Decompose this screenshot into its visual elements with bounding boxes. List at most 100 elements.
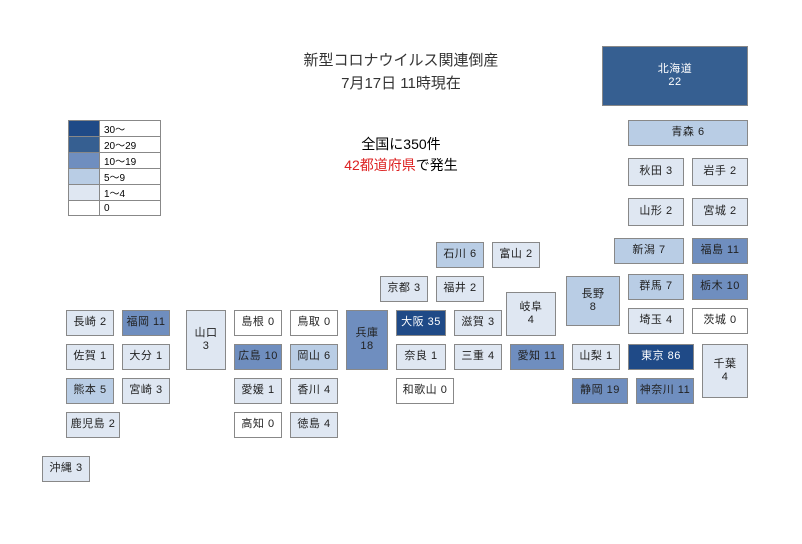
prefecture-label: 大阪 35 [401, 316, 441, 329]
prefecture-label: 富山 2 [499, 248, 532, 261]
prefecture-label: 山梨 1 [579, 350, 612, 363]
prefecture-label: 島根 0 [241, 316, 274, 329]
prefecture-cell: 岐阜4 [506, 292, 556, 336]
prefecture-label: 三重 4 [461, 350, 494, 363]
prefecture-cell: 栃木 10 [692, 274, 748, 300]
prefecture-label: 栃木 10 [700, 280, 740, 293]
prefecture-cell: 長野8 [566, 276, 620, 326]
prefecture-label: 福岡 11 [127, 316, 166, 329]
legend-swatch [69, 153, 100, 169]
prefecture-cell: 秋田 3 [628, 158, 684, 186]
prefecture-label: 岩手 2 [703, 165, 736, 178]
prefecture-cell: 岩手 2 [692, 158, 748, 186]
prefecture-label: 沖縄 3 [49, 462, 82, 475]
prefecture-label: 宮崎 3 [129, 384, 162, 397]
legend-label: 20～29 [100, 137, 161, 153]
prefecture-label: 熊本 5 [73, 384, 106, 397]
prefecture-label: 奈良 1 [404, 350, 437, 363]
prefecture-cell: 愛知 11 [510, 344, 564, 370]
prefecture-cell: 徳島 4 [290, 412, 338, 438]
prefecture-cell: 福井 2 [436, 276, 484, 302]
legend-swatch [69, 121, 100, 137]
prefecture-cell: 鹿児島 2 [66, 412, 120, 438]
prefecture-label: 福井 2 [443, 282, 476, 295]
prefecture-cell: 山形 2 [628, 198, 684, 226]
title-line1: 新型コロナウイルス関連倒産 [303, 52, 498, 69]
prefecture-cell: 兵庫18 [346, 310, 388, 370]
prefecture-label: 埼玉 4 [639, 314, 672, 327]
legend-label: 10～19 [100, 153, 161, 169]
prefecture-cell: 富山 2 [492, 242, 540, 268]
prefecture-label: 高知 0 [241, 418, 274, 431]
prefecture-label: 岐阜4 [520, 301, 543, 327]
prefecture-cell: 滋賀 3 [454, 310, 502, 336]
prefecture-cell: 群馬 7 [628, 274, 684, 300]
prefecture-label: 福島 11 [701, 244, 740, 257]
prefecture-cell: 佐賀 1 [66, 344, 114, 370]
prefecture-cell: 福岡 11 [122, 310, 170, 336]
prefecture-cell: 高知 0 [234, 412, 282, 438]
prefecture-label: 鹿児島 2 [71, 418, 116, 431]
prefecture-cell: 東京 86 [628, 344, 694, 370]
prefecture-cell: 宮城 2 [692, 198, 748, 226]
prefecture-label: 大分 1 [129, 350, 162, 363]
prefecture-cell: 三重 4 [454, 344, 502, 370]
prefecture-cell: 大分 1 [122, 344, 170, 370]
prefecture-cell: 沖縄 3 [42, 456, 90, 482]
prefecture-cell: 山梨 1 [572, 344, 620, 370]
prefecture-label: 秋田 3 [639, 165, 672, 178]
prefecture-label: 徳島 4 [297, 418, 330, 431]
prefecture-label: 長野8 [582, 288, 605, 314]
prefecture-cell: 広島 10 [234, 344, 282, 370]
prefecture-cell: 奈良 1 [396, 344, 446, 370]
prefecture-label: 京都 3 [387, 282, 420, 295]
prefecture-label: 群馬 7 [639, 280, 672, 293]
prefecture-label: 和歌山 0 [403, 384, 448, 397]
subtitle-black: で発生 [416, 157, 458, 173]
prefecture-cell: 新潟 7 [614, 238, 684, 264]
prefecture-label: 兵庫18 [356, 327, 379, 353]
subtitle-line1: 全国に350件 [361, 136, 440, 152]
prefecture-cell: 埼玉 4 [628, 308, 684, 334]
prefecture-label: 長崎 2 [73, 316, 106, 329]
prefecture-cell: 岡山 6 [290, 344, 338, 370]
prefecture-label: 神奈川 11 [640, 384, 690, 397]
prefecture-cell: 長崎 2 [66, 310, 114, 336]
legend-swatch [69, 137, 100, 153]
prefecture-cell: 北海道22 [602, 46, 748, 106]
prefecture-label: 新潟 7 [632, 244, 665, 257]
legend: 30～20～2910～195～91～40 [68, 120, 161, 216]
prefecture-label: 青森 6 [671, 126, 704, 139]
prefecture-label: 石川 6 [443, 248, 476, 261]
prefecture-label: 愛知 11 [518, 350, 557, 363]
prefecture-cell: 静岡 19 [572, 378, 628, 404]
prefecture-cell: 香川 4 [290, 378, 338, 404]
prefecture-label: 山形 2 [639, 205, 672, 218]
prefecture-label: 東京 86 [641, 350, 681, 363]
prefecture-label: 愛媛 1 [241, 384, 274, 397]
prefecture-cell: 福島 11 [692, 238, 748, 264]
title-line2: 7月17日 11時現在 [341, 75, 461, 92]
prefecture-cell: 鳥取 0 [290, 310, 338, 336]
legend-swatch [69, 201, 100, 216]
prefecture-label: 北海道22 [658, 63, 693, 89]
prefecture-label: 茨城 0 [703, 314, 736, 327]
prefecture-cell: 宮崎 3 [122, 378, 170, 404]
legend-swatch [69, 185, 100, 201]
prefecture-label: 山口3 [195, 327, 218, 353]
prefecture-cell: 千葉4 [702, 344, 748, 398]
legend-label: 1～4 [100, 185, 161, 201]
legend-label: 5～9 [100, 169, 161, 185]
prefecture-label: 静岡 19 [580, 384, 620, 397]
prefecture-label: 千葉4 [714, 358, 737, 384]
prefecture-cell: 京都 3 [380, 276, 428, 302]
prefecture-cell: 山口3 [186, 310, 226, 370]
prefecture-cell: 青森 6 [628, 120, 748, 146]
subtitle-red: 42都道府県 [344, 157, 416, 173]
prefecture-cell: 島根 0 [234, 310, 282, 336]
prefecture-cell: 和歌山 0 [396, 378, 454, 404]
prefecture-label: 鳥取 0 [297, 316, 330, 329]
prefecture-label: 宮城 2 [703, 205, 736, 218]
prefecture-cell: 愛媛 1 [234, 378, 282, 404]
prefecture-label: 佐賀 1 [73, 350, 106, 363]
